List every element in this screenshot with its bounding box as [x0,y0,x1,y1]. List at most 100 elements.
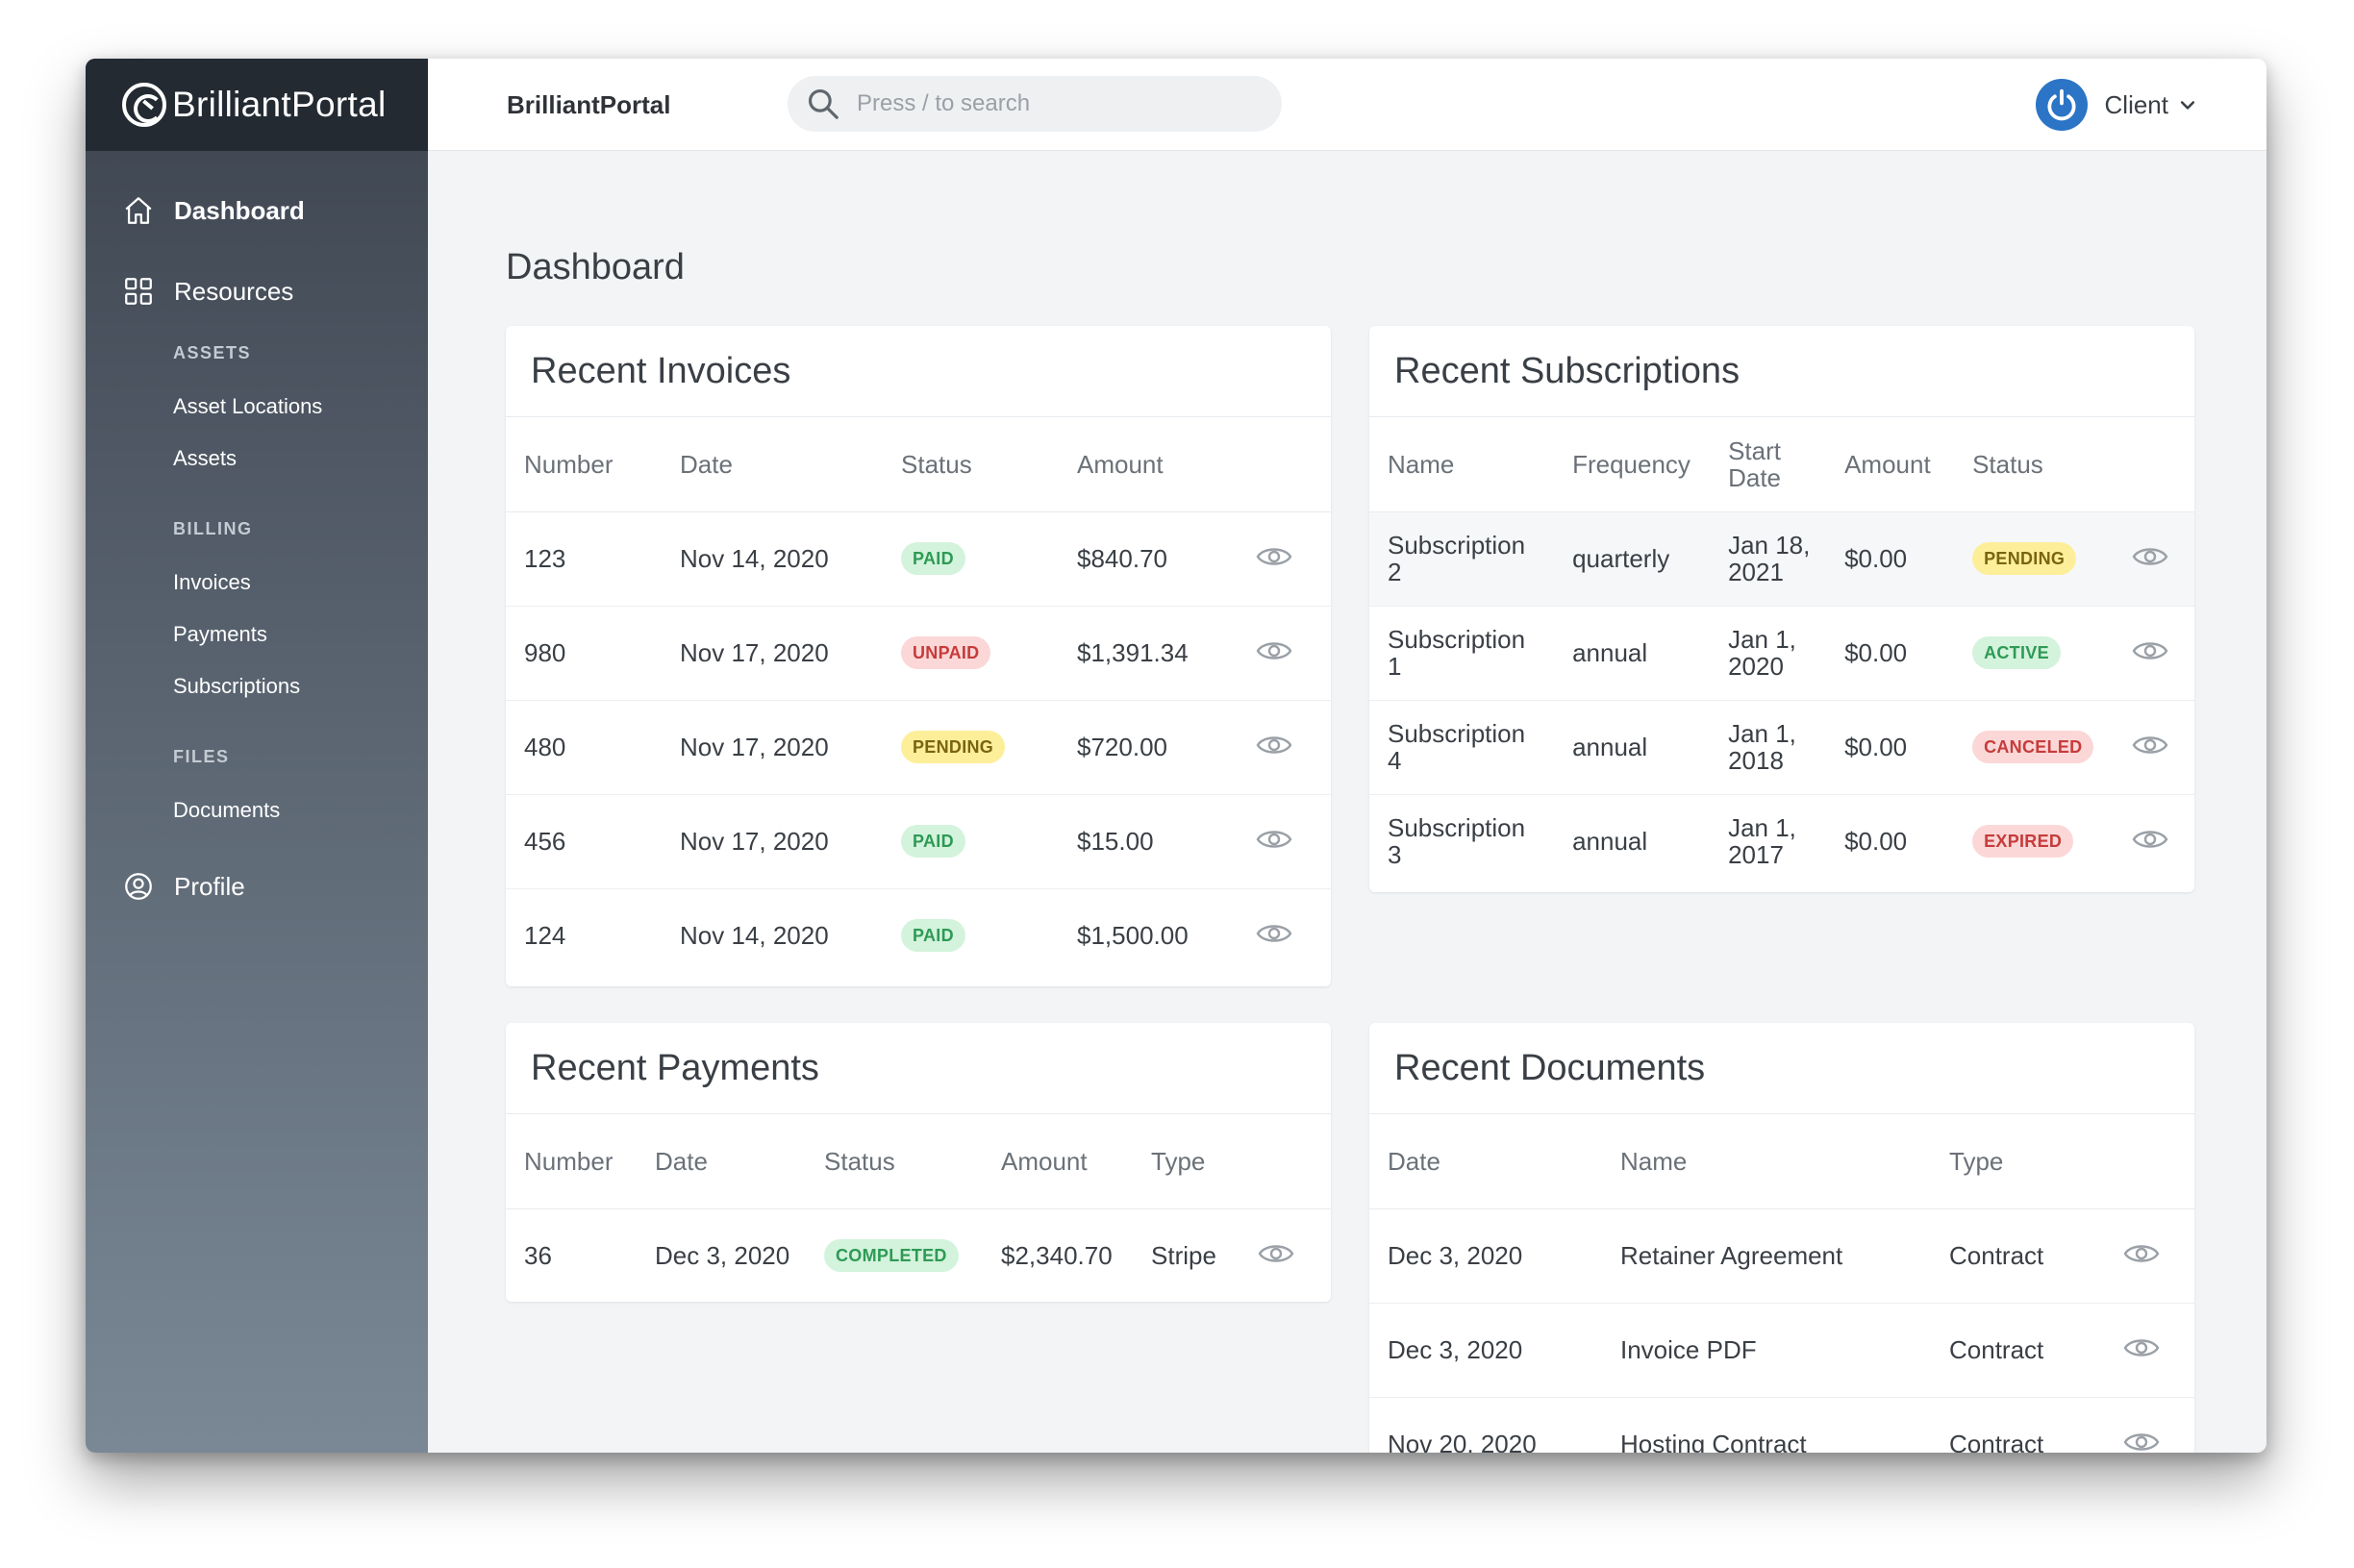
sidebar-item-payments[interactable]: Payments [173,622,267,646]
cell-name: Retainer Agreement [1602,1208,1931,1304]
cell-date: Nov 20, 2020 [1388,1430,1537,1453]
cell-start-date: Jan 1, 2018 [1710,700,1827,795]
column-header[interactable]: Type [1133,1114,1239,1209]
cell-amount: $2,340.70 [1001,1241,1113,1271]
recent-documents-card: Recent Documents Date Name Type Dec 3, 2… [1369,1023,2194,1453]
cell-name: Subscription 2 [1369,511,1555,607]
column-header[interactable]: Status [806,1114,983,1209]
table-header-row: Number Date Status Amount [506,417,1331,512]
cell-frequency: annual [1572,827,1648,857]
cell-start-date: Jan 1, 2020 [1710,606,1827,701]
eye-icon[interactable] [1255,826,1293,853]
sidebar-item-invoices[interactable]: Invoices [173,570,251,594]
column-header[interactable]: Status [1954,417,2114,512]
avatar[interactable] [2035,79,2088,131]
cell-number: 480 [506,700,662,795]
cell-start-date: Jan 1, 2017 [1728,813,1796,870]
cell-frequency: annual [1554,700,1711,795]
cell-name: Subscription 1 [1369,606,1555,701]
user-name: Client [2104,89,2168,119]
column-header[interactable]: Date [662,417,883,512]
table-row[interactable]: Subscription 4 annual Jan 1, 2018 $0.00 … [1369,700,2194,795]
table-row[interactable]: 36 Dec 3, 2020 COMPLETED $2,340.70 Strip… [506,1208,1331,1302]
column-header[interactable]: Amount [1826,417,1955,512]
table-row[interactable]: Nov 20, 2020 Hosting Contract Contract [1369,1397,2194,1453]
sidebar: BrilliantPortal Dashboard Resources ASSE… [86,59,428,1453]
cell-number: 124 [524,921,566,951]
recent-payments-card: Recent Payments Number Date Status Amoun… [506,1023,1331,1302]
sidebar-item-documents[interactable]: Documents [173,798,281,822]
column-header[interactable]: Amount [983,1114,1133,1209]
column-header[interactable]: Start Date [1710,417,1827,512]
card-title: Recent Documents [1369,1023,2194,1114]
search-input[interactable] [857,90,1241,117]
table-row[interactable]: Dec 3, 2020 Invoice PDF Contract [1369,1303,2194,1398]
app-window: BrilliantPortal Dashboard Resources ASSE… [86,59,2266,1453]
search-box[interactable] [788,76,1282,132]
sidebar-item-dashboard[interactable]: Dashboard [86,182,428,239]
eye-icon[interactable] [2131,637,2169,664]
sidebar-item-assets[interactable]: Assets [173,446,238,470]
column-header[interactable]: Date [1369,1114,1602,1209]
table-row[interactable]: 123 Nov 14, 2020 PAID $840.70 [506,511,1331,607]
table-row[interactable]: 456 Nov 17, 2020 PAID $15.00 [506,794,1331,889]
eye-icon[interactable] [1255,920,1293,947]
cell-amount: $720.00 [1059,700,1237,795]
column-header[interactable]: Name [1369,417,1555,512]
status-badge: PAID [901,542,965,575]
brand-name: BrilliantPortal [172,85,387,124]
eye-icon[interactable] [2131,543,2169,570]
eye-icon[interactable] [2131,732,2169,759]
sidebar-item-resources[interactable]: Resources [86,262,428,320]
cell-status: PAID [883,794,1059,889]
topbar-title[interactable]: BrilliantPortal [507,90,671,119]
card-title: Recent Payments [506,1023,1331,1114]
cell-name: Subscription 3 [1388,813,1526,870]
column-header[interactable]: Number [506,417,662,512]
cell-date: Nov 17, 2020 [662,700,883,795]
table-row[interactable]: Dec 3, 2020 Retainer Agreement Contract [1369,1208,2194,1304]
column-header[interactable]: Amount [1059,417,1237,512]
eye-icon[interactable] [2122,1429,2161,1453]
column-header[interactable]: Frequency [1554,417,1711,512]
status-badge: PENDING [1972,542,2077,575]
brand[interactable]: BrilliantPortal [86,59,428,151]
table-row[interactable]: Subscription 1 annual Jan 1, 2020 $0.00 … [1369,606,2194,701]
sidebar-item-profile[interactable]: Profile [86,858,428,915]
column-header[interactable]: Status [883,417,1059,512]
table-header-row: Date Name Type [1369,1114,2194,1209]
sidebar-item-subscriptions[interactable]: Subscriptions [173,674,301,698]
section-billing: BILLING [173,519,253,538]
sidebar-item-asset-locations[interactable]: Asset Locations [173,394,323,418]
table-row[interactable]: 480 Nov 17, 2020 PENDING $720.00 [506,700,1331,795]
column-header[interactable]: Number [506,1114,637,1209]
cell-number: 456 [506,794,662,889]
status-badge: PENDING [901,731,1006,763]
cell-amount: $0.00 [1844,827,1908,857]
eye-icon[interactable] [2122,1240,2161,1267]
card-title: Recent Subscriptions [1369,326,2194,417]
table-row[interactable]: Subscription 3 annual Jan 1, 2017 $0.00 … [1369,794,2194,888]
chevron-down-icon[interactable] [2178,95,2197,114]
cell-status: ACTIVE [1954,606,2114,701]
brand-logo-icon [122,83,166,127]
eye-icon[interactable] [2131,826,2169,853]
sidebar-nav: Dashboard Resources ASSETS Asset Locatio… [86,151,428,915]
column-header[interactable]: Name [1602,1114,1931,1209]
column-header[interactable]: Date [637,1114,806,1209]
cell-number: 123 [506,511,662,607]
eye-icon[interactable] [1257,1240,1295,1267]
table-row[interactable]: 124 Nov 14, 2020 PAID $1,500.00 [506,888,1331,983]
user-menu[interactable]: Client [2035,59,2197,151]
sidebar-item-label: Resources [174,276,294,306]
eye-icon[interactable] [1255,732,1293,759]
table-row[interactable]: Subscription 2 quarterly Jan 18, 2021 $0… [1369,511,2194,607]
eye-icon[interactable] [2122,1334,2161,1361]
cell-name: Subscription 4 [1369,700,1555,795]
cell-date: Dec 3, 2020 [655,1241,790,1271]
eye-icon[interactable] [1255,543,1293,570]
column-header[interactable]: Type [1931,1114,2104,1209]
section-files: FILES [173,747,230,766]
eye-icon[interactable] [1255,637,1293,664]
table-row[interactable]: 980 Nov 17, 2020 UNPAID $1,391.34 [506,606,1331,701]
